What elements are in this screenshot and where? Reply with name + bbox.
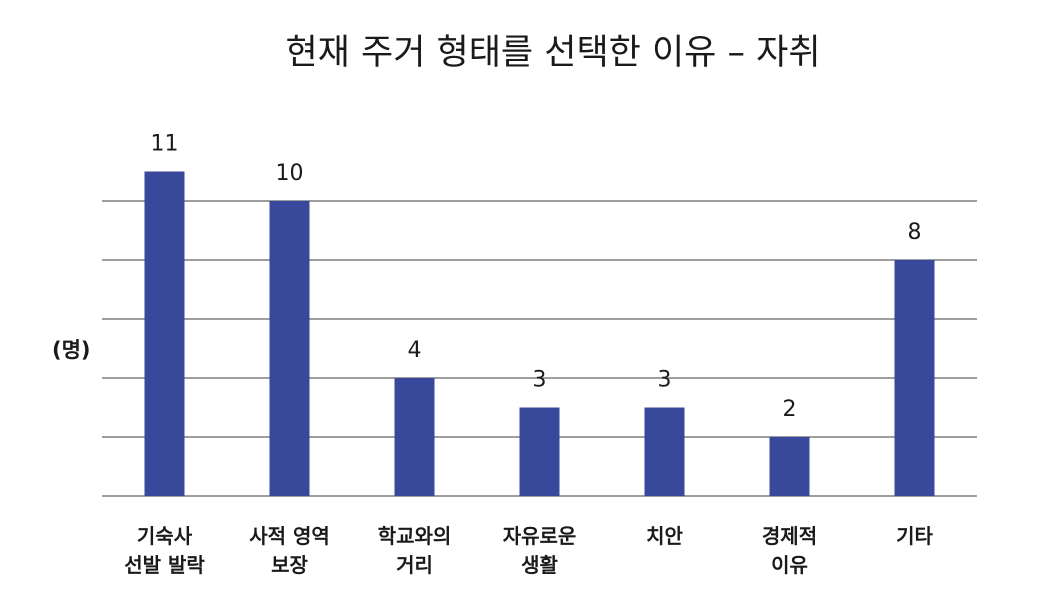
bar-value-label: 8 (908, 220, 922, 245)
bar (144, 171, 185, 496)
bar-value-label: 4 (408, 338, 422, 363)
value-labels: 11 10 4 3 3 2 8 (151, 132, 922, 423)
category-label-line: 경제적 (762, 524, 817, 548)
bar (269, 201, 310, 496)
category-label-line: 거리 (396, 553, 433, 577)
category-label-line: 생활 (521, 553, 558, 577)
category-label-line: 치안 (646, 524, 683, 548)
bar-value-label: 10 (276, 161, 304, 186)
category-label-line: 기숙사 (137, 524, 193, 548)
category-label-line: 선발 발락 (124, 553, 205, 577)
chart-title: 현재 주거 형태를 선택한 이유 – 자취 (285, 33, 820, 73)
category-label-line: 기타 (896, 524, 933, 548)
category-label-line: 보장 (271, 553, 308, 577)
category-label-line: 자유로운 (503, 524, 577, 548)
category-label: 치안 (646, 524, 683, 548)
bar (894, 260, 935, 496)
bar (519, 407, 560, 496)
category-label-line: 이유 (771, 553, 808, 577)
bar (769, 437, 810, 496)
category-label-line: 사적 영역 (249, 524, 330, 548)
bar (644, 407, 685, 496)
bar (394, 378, 435, 496)
category-label-line: 학교와의 (378, 524, 452, 548)
bar-value-label: 11 (151, 132, 179, 157)
bars (144, 171, 935, 496)
gridlines (102, 200, 977, 497)
bar-value-label: 3 (533, 368, 547, 393)
category-label: 기타 (896, 524, 933, 548)
y-axis-unit-label: (명) (52, 338, 91, 362)
bar-value-label: 2 (783, 397, 797, 422)
bar-value-label: 3 (658, 368, 672, 393)
